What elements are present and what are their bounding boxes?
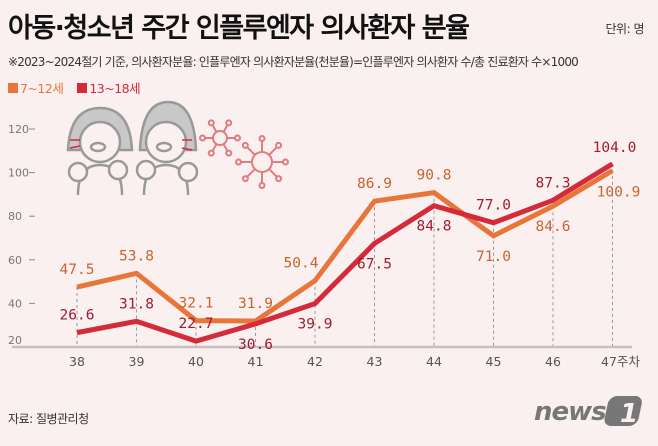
- data-label: 67.5: [357, 256, 392, 272]
- legend-label: 13~18세: [89, 81, 141, 96]
- series-line-1: [76, 161, 614, 344]
- axes: 20 40 60 80 100 120 38 39 40 41 42 43 44 45 46 47주차: [8, 123, 640, 369]
- data-labels: 47.5 53.8 32.1 31.9 50.4 86.9 90.8 71.0 84.6 100.…: [60, 140, 641, 353]
- data-label: 30.6: [238, 337, 273, 353]
- data-label: 100.9: [597, 185, 641, 201]
- data-label: 77.0: [476, 198, 511, 214]
- page-title: 아동·청소년 주간 인플루엔자 의사환자 분율: [8, 13, 470, 44]
- data-label: 31.8: [119, 296, 154, 312]
- x-tick-label: 40: [188, 354, 204, 369]
- x-tick-label: 47주차: [601, 354, 640, 369]
- virus-icon: [235, 135, 289, 189]
- x-tick-label: 39: [129, 354, 145, 369]
- news1-logo: news 1: [534, 393, 646, 433]
- y-tick-label: 20: [8, 334, 22, 347]
- coughing-child-icon: [135, 100, 199, 196]
- x-tick-label: 46: [545, 354, 561, 369]
- coughing-child-icon: [66, 106, 134, 196]
- data-label: 39.9: [298, 317, 333, 333]
- x-tick-label: 45: [486, 354, 502, 369]
- y-tick-label: 120: [8, 123, 29, 136]
- definition-note: ※2023~2024절기 기준, 의사환자분율: 인플루엔자 의사환자분율(천분…: [8, 55, 579, 69]
- data-label: 26.6: [60, 308, 95, 324]
- y-tick-label: 40: [8, 297, 22, 310]
- data-label: 31.9: [238, 296, 273, 312]
- data-label: 32.1: [179, 296, 214, 312]
- legend-swatch: [8, 82, 18, 93]
- cough-marks: [69, 139, 193, 151]
- data-label: 86.9: [357, 176, 392, 192]
- x-tick-label: 41: [248, 354, 264, 369]
- series-line-0: [76, 168, 614, 324]
- x-tick-label: 43: [367, 354, 383, 369]
- data-label: 53.8: [119, 248, 154, 264]
- legend-swatch: [77, 82, 88, 93]
- data-label: 84.6: [536, 219, 571, 235]
- source-note: 자료: 질병관리청: [8, 412, 89, 426]
- data-label: 90.8: [417, 168, 452, 184]
- data-label: 87.3: [536, 175, 571, 191]
- legend-item-13-18: 13~18세: [77, 78, 141, 97]
- y-tick-label: 60: [8, 254, 22, 267]
- illustration: [66, 100, 289, 196]
- virus-icon: [199, 119, 241, 157]
- legend: 7~12세 13~18세: [8, 78, 141, 97]
- y-tick-label: 80: [8, 210, 22, 223]
- data-label: 84.8: [417, 219, 452, 235]
- data-label: 47.5: [60, 262, 95, 278]
- x-tick-label: 42: [307, 354, 323, 369]
- x-tick-label: 38: [69, 354, 85, 369]
- y-tick-label: 100: [8, 167, 29, 180]
- x-tick-label: 44: [426, 354, 442, 369]
- svg-text:1: 1: [620, 399, 638, 429]
- data-label: 50.4: [284, 256, 319, 272]
- legend-item-7-12: 7~12세: [8, 78, 64, 97]
- data-label: 71.0: [476, 249, 511, 265]
- data-label: 22.7: [179, 316, 214, 332]
- series-layer: [76, 161, 614, 344]
- data-label: 104.0: [593, 140, 637, 156]
- svg-text:news: news: [534, 397, 606, 427]
- legend-label: 7~12세: [20, 81, 64, 96]
- unit-label: 단위: 명: [605, 22, 645, 36]
